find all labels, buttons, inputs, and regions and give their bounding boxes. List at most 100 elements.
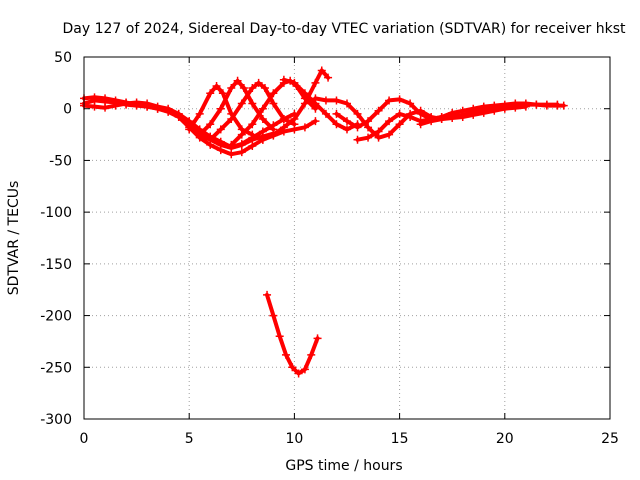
data-point: [101, 103, 110, 112]
data-point: [332, 109, 341, 118]
data-point: [143, 99, 152, 108]
x-tick-label: 15: [391, 431, 409, 447]
data-point: [195, 130, 204, 139]
data-point: [279, 115, 288, 124]
y-tick-label: 50: [54, 50, 72, 66]
data-point: [353, 135, 362, 144]
data-point: [206, 89, 215, 98]
data-point: [227, 140, 236, 149]
data-point: [279, 123, 288, 132]
data-point: [90, 102, 99, 111]
x-axis-label: GPS time / hours: [285, 458, 402, 474]
data-point: [437, 115, 446, 124]
y-tick-label: 0: [63, 102, 72, 118]
data-point: [258, 115, 267, 124]
data-point: [559, 101, 568, 110]
series-arc-n: [263, 290, 322, 378]
data-point: [269, 130, 278, 139]
data-point: [254, 78, 263, 87]
data-point: [542, 100, 551, 109]
data-point: [332, 96, 341, 105]
data-point: [500, 104, 509, 113]
y-axis-label: SDTVAR / TECUs: [6, 181, 22, 296]
data-point: [395, 120, 404, 129]
data-point: [294, 369, 303, 378]
data-point: [269, 89, 278, 98]
data-point: [343, 117, 351, 126]
data-point: [237, 130, 246, 139]
data-point: [395, 109, 404, 118]
data-point: [269, 99, 278, 108]
series-line: [82, 100, 276, 150]
data-point: [237, 140, 246, 149]
data-point: [216, 140, 225, 149]
data-point: [258, 104, 267, 113]
data-point: [237, 148, 246, 157]
data-point: [448, 114, 457, 123]
data-point: [90, 93, 99, 102]
data-point: [281, 350, 290, 359]
data-point: [313, 334, 322, 343]
data-point: [206, 120, 215, 129]
data-point: [469, 110, 478, 119]
series-line: [260, 68, 331, 142]
series-layer: [80, 66, 568, 378]
data-point: [324, 73, 333, 82]
data-point: [300, 365, 309, 374]
data-point: [269, 311, 278, 320]
series-line: [265, 292, 320, 376]
plot-frame: [83, 56, 611, 420]
data-point: [317, 66, 326, 75]
data-point: [490, 106, 499, 115]
data-point: [195, 109, 204, 118]
data-point: [321, 96, 330, 105]
data-point: [479, 108, 488, 117]
data-point: [321, 109, 330, 118]
data-point: [511, 103, 520, 112]
data-point: [427, 117, 436, 126]
data-point: [290, 78, 299, 87]
data-point: [227, 115, 236, 124]
data-point: [275, 332, 284, 341]
data-point: [364, 133, 373, 142]
data-point: [164, 104, 173, 113]
data-point: [343, 99, 351, 108]
data-point: [307, 350, 316, 359]
data-point: [353, 109, 362, 118]
data-point: [237, 99, 246, 108]
data-point: [406, 99, 415, 108]
data-point: [374, 127, 383, 136]
series-line: [229, 78, 318, 147]
data-point: [311, 117, 320, 126]
data-point: [385, 117, 394, 126]
data-point: [364, 117, 373, 126]
data-point: [248, 130, 257, 139]
data-point: [122, 99, 131, 108]
data-point: [406, 112, 415, 121]
data-point: [353, 123, 362, 132]
ticks: 0 5 10 15 20 25 -300 -250 -200 -150 -100 -50 0 50: [40, 50, 619, 447]
series-line: [208, 80, 297, 142]
data-point: [311, 78, 320, 87]
data-point: [343, 125, 351, 134]
x-tick-label: 10: [285, 431, 303, 447]
x-tick-label: 25: [601, 431, 619, 447]
data-point: [263, 290, 272, 299]
data-point: [260, 84, 269, 93]
series-line: [281, 77, 360, 132]
series-line: [334, 97, 560, 130]
y-tick-label: -50: [49, 153, 72, 169]
series-arc-m: [416, 102, 530, 129]
data-point: [248, 84, 257, 93]
x-tick-label: 5: [185, 431, 194, 447]
data-point: [258, 135, 267, 144]
data-point: [218, 89, 227, 98]
series-arc-i: [258, 66, 333, 144]
data-point: [206, 135, 215, 144]
data-point: [532, 100, 541, 109]
series-arc-c: [80, 98, 278, 153]
data-point: [174, 109, 183, 118]
data-point: [233, 76, 242, 85]
y-tick-label: -250: [40, 360, 72, 376]
